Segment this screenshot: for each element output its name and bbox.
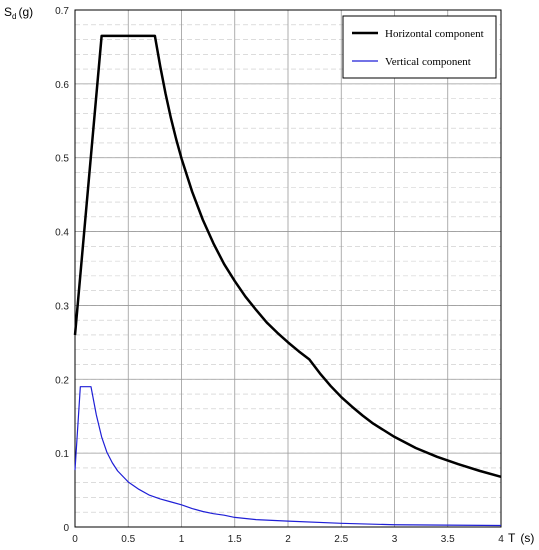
x-tick-label: 0 [72,534,78,545]
series-line-horizontal [73,34,502,478]
grid [75,10,501,527]
x-tick-label: 3 [392,534,398,545]
x-tick-label: 1.5 [228,534,242,545]
y-tick-label: 0.7 [55,6,69,17]
y-tick-label: 0.5 [55,154,69,165]
y-tick-label: 0.3 [55,301,69,312]
legend-label-horizontal: Horizontal component [385,28,484,40]
y-tick-label: 0.1 [55,449,69,460]
y-tick-label: 0.6 [55,80,69,91]
x-tick-label: 3.5 [441,534,455,545]
y-tick-label: 0.4 [55,228,69,239]
plot-frame [74,9,502,528]
x-axis-ticks: 0 0.5 1 1.5 2 2.5 3 3.5 4 [72,534,504,545]
y-axis-label-symbol: S [4,5,12,19]
y-tick-label: 0.2 [55,375,69,386]
series-lines [73,34,502,527]
x-tick-label: 2.5 [334,534,348,545]
legend-box [342,15,497,79]
x-tick-label: 1 [179,534,185,545]
legend-label-vertical: Vertical component [385,56,471,68]
x-tick-label: 0.5 [121,534,135,545]
x-axis-label-symbol: T [508,531,516,545]
x-axis-label-unit: (s) [520,531,534,545]
y-axis-ticks: 0 0.1 0.2 0.3 0.4 0.5 0.6 0.7 [55,6,69,534]
x-tick-label: 4 [498,534,504,545]
x-tick-label: 2 [285,534,291,545]
series-line-vertical [74,386,502,527]
y-tick-label: 0 [63,523,69,534]
y-axis-label-unit: (g) [18,5,33,19]
y-axis-label: Sd (g) [4,5,33,21]
legend: Horizontal component Vertical component [342,15,497,79]
x-axis-label: T (s) [508,531,534,545]
y-axis-label-subscript: d [12,12,16,21]
